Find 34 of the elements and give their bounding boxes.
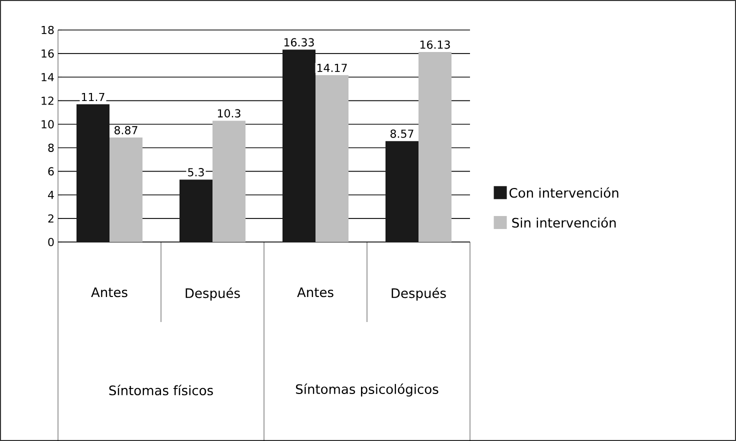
x-tick-label: Antes: [91, 288, 128, 298]
legend-label: Sin intervención: [512, 217, 616, 228]
data-label: 10.3: [218, 109, 240, 118]
bar: [316, 75, 349, 242]
data-label: 8.87: [114, 126, 138, 134]
y-tick-label: 12: [42, 96, 54, 105]
x-tick-label: Después: [186, 288, 240, 301]
data-label: 16.13: [420, 40, 450, 49]
legend-label: Con intervención: [510, 187, 618, 198]
y-tick-label: 0: [48, 238, 54, 246]
bar: [386, 141, 419, 242]
bar: [180, 180, 212, 242]
x-tick-label: Después: [392, 288, 446, 301]
y-tick-label: 6: [48, 167, 54, 176]
bar: [76, 104, 110, 242]
data-label: 11.7: [82, 92, 104, 101]
y-tick-label: 4: [48, 190, 54, 199]
y-tick-label: 2: [48, 214, 54, 223]
data-label: 5.3: [188, 168, 204, 176]
data-label: 14.17: [317, 64, 347, 72]
bar: [418, 52, 452, 242]
y-tick-label: 16: [42, 49, 54, 58]
data-label: 8.57: [390, 130, 414, 138]
bar: [212, 120, 246, 242]
bar: [110, 138, 142, 242]
y-tick-label: 18: [42, 26, 54, 34]
text: Síntomas psicológicos: [296, 383, 438, 397]
y-tick-label: 10: [42, 120, 54, 128]
text: Síntomas físicos: [109, 384, 213, 396]
bar: [282, 50, 316, 242]
x-tick-label: Antes: [297, 288, 334, 298]
y-tick-label: 14: [42, 73, 54, 82]
y-tick-label: 8: [48, 144, 54, 152]
data-label: 16.33: [284, 38, 314, 46]
